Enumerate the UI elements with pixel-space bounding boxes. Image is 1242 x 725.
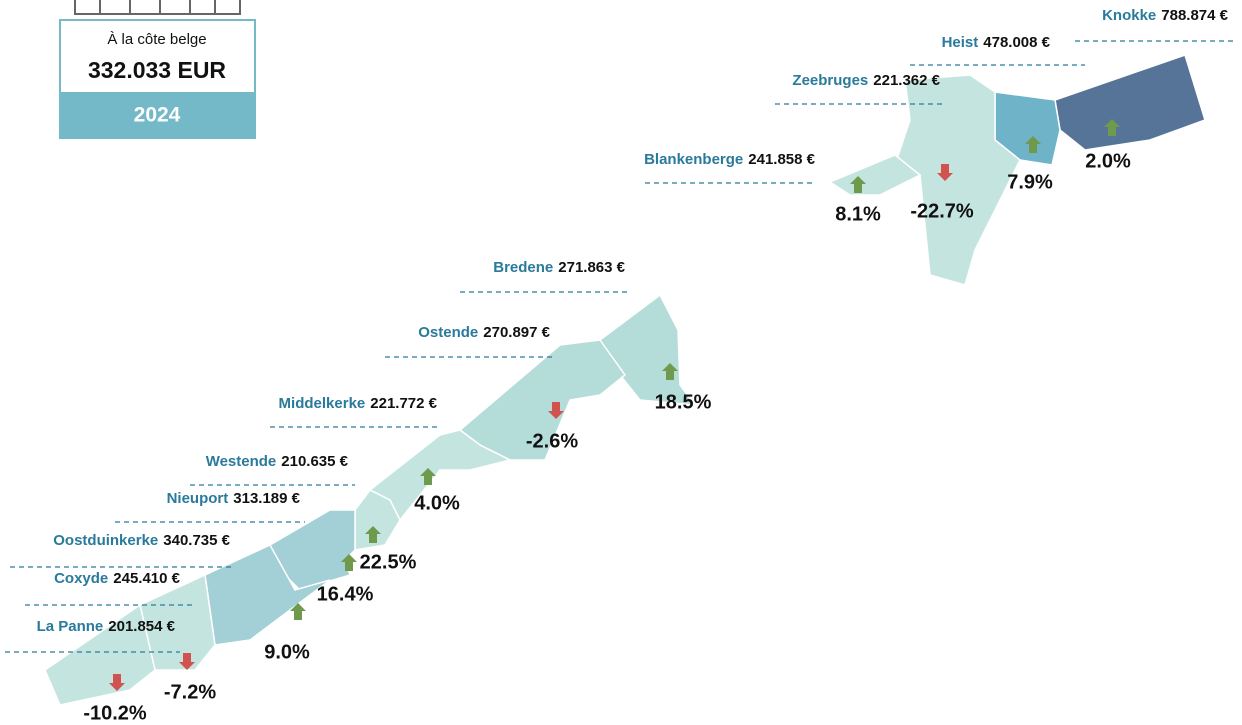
region-change: 18.5% xyxy=(655,391,712,413)
region-name: Middelkerke xyxy=(279,395,366,412)
summary-value: 332.033 EUR xyxy=(88,57,226,83)
region-price: 271.863 € xyxy=(558,259,625,276)
region-label: Zeebruges 221.362 € xyxy=(792,72,940,89)
region-name: Blankenberge xyxy=(644,151,743,168)
region-price: 340.735 € xyxy=(163,532,230,549)
region-change: -22.7% xyxy=(910,200,974,222)
region-change: 7.9% xyxy=(1007,171,1053,193)
arrow-up xyxy=(365,526,381,543)
region-name: Coxyde xyxy=(54,570,108,587)
region-change: -7.2% xyxy=(164,681,216,703)
region-name: Heist xyxy=(942,34,979,51)
region-change: 4.0% xyxy=(414,492,460,514)
arrow-down xyxy=(179,653,195,670)
region-price: 245.410 € xyxy=(113,570,180,587)
region-name: Knokke xyxy=(1102,7,1156,24)
region-shape xyxy=(599,293,697,406)
region-change: 9.0% xyxy=(264,641,310,663)
region-change: 2.0% xyxy=(1085,150,1131,172)
region-change: 16.4% xyxy=(317,583,374,605)
summary-label: À la côte belge xyxy=(107,31,206,48)
arrow-up xyxy=(341,554,357,571)
region-price: 270.897 € xyxy=(483,324,550,341)
region-price: 221.362 € xyxy=(873,72,940,89)
region-label: Oostduinkerke 340.735 € xyxy=(53,532,230,549)
region-name: Zeebruges xyxy=(792,72,868,89)
region-change: -10.2% xyxy=(83,702,147,724)
region-change: -2.6% xyxy=(526,430,578,452)
region-label: Nieuport 313.189 € xyxy=(167,490,301,507)
region-label: Heist 478.008 € xyxy=(942,34,1051,51)
summary-year: 2024 xyxy=(134,104,181,127)
region-name: Bredene xyxy=(493,259,553,276)
region-price: 788.874 € xyxy=(1161,7,1228,24)
region-change: 22.5% xyxy=(360,551,417,573)
region-price: 210.635 € xyxy=(281,453,348,470)
region-change: 8.1% xyxy=(835,203,881,225)
region-name: Oostduinkerke xyxy=(53,532,158,549)
region-price: 241.858 € xyxy=(748,151,815,168)
region-label: Bredene 271.863 € xyxy=(493,259,625,276)
region-label: Middelkerke 221.772 € xyxy=(279,395,438,412)
arrow-up xyxy=(290,603,306,620)
region-price: 201.854 € xyxy=(108,618,175,635)
arrow-up xyxy=(1104,119,1120,136)
labels: Knokke 788.874 € 2.0% Heist 478.008 € 7.9% Zee… xyxy=(5,7,1235,724)
region-label: Coxyde 245.410 € xyxy=(54,570,181,587)
region-shape xyxy=(1054,54,1206,151)
region-label: Ostende 270.897 € xyxy=(418,324,550,341)
region-label: Knokke 788.874 € xyxy=(1102,7,1229,24)
summary-band xyxy=(60,92,255,138)
region-price: 478.008 € xyxy=(983,34,1050,51)
region-price: 313.189 € xyxy=(233,490,300,507)
arrow-up xyxy=(850,176,866,193)
region-name: Nieuport xyxy=(167,490,229,507)
region-price: 221.772 € xyxy=(370,395,437,412)
arrow-down xyxy=(937,164,953,181)
region-label: La Panne 201.854 € xyxy=(37,618,176,635)
region-label: Westende 210.635 € xyxy=(206,453,349,470)
region-label: Blankenberge 241.858 € xyxy=(644,151,816,168)
arrow-up xyxy=(662,363,678,380)
region-name: Ostende xyxy=(418,324,478,341)
region-name: La Panne xyxy=(37,618,104,635)
region-shape xyxy=(44,603,156,706)
building-icon xyxy=(74,0,241,15)
arrow-down xyxy=(109,674,125,691)
arrow-up xyxy=(420,468,436,485)
regions xyxy=(44,54,1206,706)
arrow-up xyxy=(1025,136,1041,153)
region-shape xyxy=(828,154,922,196)
region-name: Westende xyxy=(206,453,277,470)
arrow-down xyxy=(548,402,564,419)
